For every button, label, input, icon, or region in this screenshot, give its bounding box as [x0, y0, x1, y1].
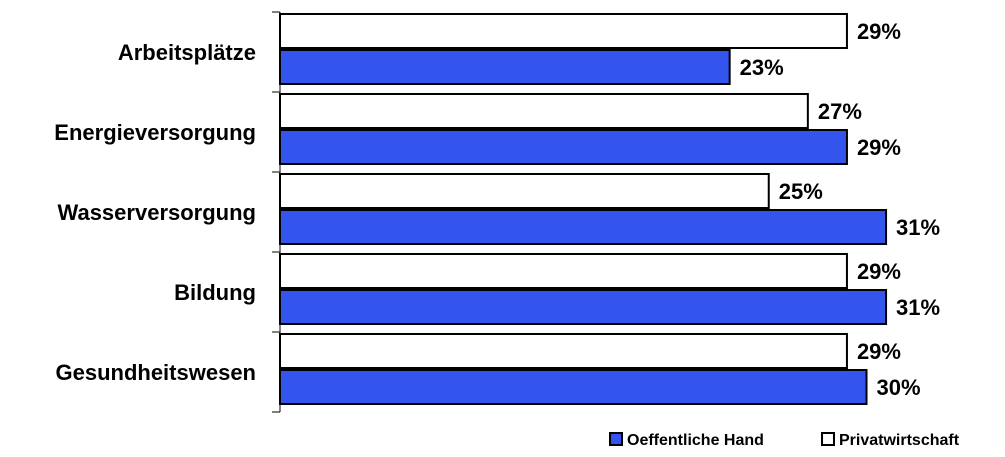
value-label-oeffentliche-hand-gesundheitswesen: 30% — [877, 375, 921, 400]
value-label-privatwirtschaft-bildung: 29% — [857, 259, 901, 284]
value-label-oeffentliche-hand-bildung: 31% — [896, 295, 940, 320]
category-label-energieversorgung: Energieversorgung — [54, 120, 256, 145]
category-label-arbeitsplaetze: Arbeitsplätze — [118, 40, 256, 65]
bar-oeffentliche-hand-bildung — [279, 289, 888, 325]
value-label-oeffentliche-hand-energieversorgung: 29% — [857, 135, 901, 160]
bars-layer — [279, 13, 888, 405]
value-label-privatwirtschaft-wasserversorgung: 25% — [779, 179, 823, 204]
category-label-wasserversorgung: Wasserversorgung — [58, 200, 256, 225]
bar-privatwirtschaft-energieversorgung — [279, 93, 809, 129]
bar-oeffentliche-hand-energieversorgung — [279, 129, 848, 165]
labels-layer: Arbeitsplätze 29% 23% Energieversorgung 27% 2… — [54, 19, 940, 400]
legend-label-privatwirtschaft: Privatwirtschaft — [839, 432, 960, 449]
value-label-oeffentliche-hand-arbeitsplaetze: 23% — [740, 55, 784, 80]
category-label-bildung: Bildung — [174, 280, 256, 305]
axis-layer — [272, 11, 281, 413]
value-label-privatwirtschaft-gesundheitswesen: 29% — [857, 339, 901, 364]
bar-privatwirtschaft-arbeitsplaetze — [279, 13, 848, 49]
legend-swatch-oeffentliche-hand — [609, 432, 623, 446]
category-label-gesundheitswesen: Gesundheitswesen — [55, 360, 256, 385]
value-label-oeffentliche-hand-wasserversorgung: 31% — [896, 215, 940, 240]
legend-label-oeffentliche-hand: Oeffentliche Hand — [627, 432, 764, 449]
bar-oeffentliche-hand-arbeitsplaetze — [279, 49, 731, 85]
bar-privatwirtschaft-gesundheitswesen — [279, 333, 848, 369]
bar-privatwirtschaft-bildung — [279, 253, 848, 289]
value-label-privatwirtschaft-energieversorgung: 27% — [818, 99, 862, 124]
bar-privatwirtschaft-wasserversorgung — [279, 173, 770, 209]
bar-oeffentliche-hand-wasserversorgung — [279, 209, 888, 245]
bar-oeffentliche-hand-gesundheitswesen — [279, 369, 868, 405]
legend: Oeffentliche Hand Privatwirtschaft — [609, 432, 960, 449]
legend-swatch-privatwirtschaft — [821, 432, 835, 446]
value-label-privatwirtschaft-arbeitsplaetze: 29% — [857, 19, 901, 44]
